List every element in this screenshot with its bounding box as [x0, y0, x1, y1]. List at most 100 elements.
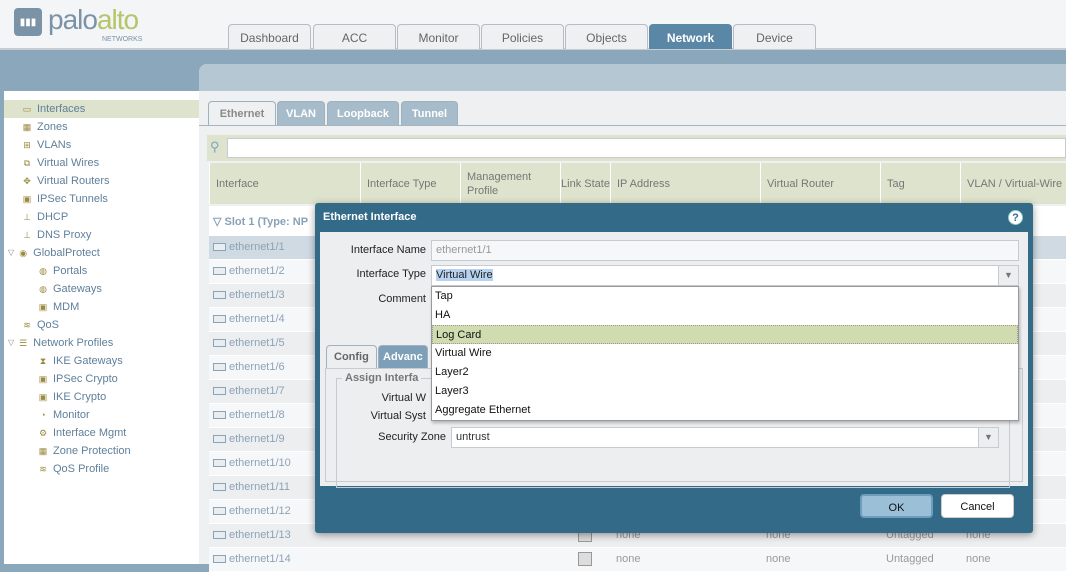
- interface-name[interactable]: ethernet1/5: [213, 337, 285, 349]
- cancel-button[interactable]: Cancel: [941, 494, 1014, 518]
- sidebar-item-ike-gateways[interactable]: ⧗ IKE Gateways: [4, 352, 123, 370]
- interface-name[interactable]: ethernet1/12: [213, 505, 291, 517]
- ethernet-port-icon: [213, 339, 226, 347]
- interface-name-text: ethernet1/11: [229, 481, 290, 493]
- interface-name[interactable]: ethernet1/10: [213, 457, 291, 469]
- ethernet-port-icon: [213, 291, 226, 299]
- interface-name[interactable]: ethernet1/9: [213, 433, 285, 445]
- column-header[interactable]: Link State: [560, 163, 610, 204]
- sidebar-item-virtual-routers[interactable]: ✥ Virtual Routers: [4, 172, 110, 190]
- sidebar-item-globalprotect[interactable]: ▽ ◉ GlobalProtect: [4, 244, 100, 262]
- dhcp-icon: ⊥: [23, 212, 31, 222]
- sidebar-item-zone-protection[interactable]: ▦ Zone Protection: [4, 442, 131, 460]
- sidebar-item-label: Zone Protection: [53, 445, 131, 457]
- subtab-vlan[interactable]: VLAN: [277, 101, 325, 126]
- table-header: Interface Interface Type Management Profil…: [209, 163, 1066, 204]
- dialog-title: Ethernet Interface: [323, 211, 417, 223]
- interface-name[interactable]: ethernet1/1: [213, 241, 285, 253]
- interface-mgmt-icon: ⚙: [38, 428, 48, 438]
- sidebar-item-ipsec-tunnels[interactable]: ▣ IPSec Tunnels: [4, 190, 108, 208]
- sidebar-item-virtual-wires[interactable]: ⧉ Virtual Wires: [4, 154, 99, 172]
- interface-name[interactable]: ethernet1/2: [213, 265, 285, 277]
- interface-name[interactable]: ethernet1/7: [213, 385, 285, 397]
- dropdown-option[interactable]: Log Card: [432, 325, 1018, 344]
- qos-icon: ≋: [23, 320, 31, 330]
- interfaces-icon: ▭: [22, 104, 32, 114]
- sidebar-item-interfaces[interactable]: ▭ Interfaces: [4, 100, 199, 118]
- sidebar-item-portals[interactable]: ◍ Portals: [4, 262, 87, 280]
- expand-triangle-icon[interactable]: ▽: [8, 338, 15, 347]
- sidebar-item-qos[interactable]: ≋ QoS: [4, 316, 59, 334]
- sidebar-item-interface-mgmt[interactable]: ⚙ Interface Mgmt: [4, 424, 126, 442]
- column-header[interactable]: Interface Type: [360, 163, 460, 204]
- interface-name[interactable]: ethernet1/6: [213, 361, 285, 373]
- interface-name-text: ethernet1/1: [229, 241, 285, 253]
- interface-name[interactable]: ethernet1/14: [213, 553, 291, 565]
- column-header[interactable]: IP Address: [610, 163, 760, 204]
- sidebar-item-qos-profile[interactable]: ≋ QoS Profile: [4, 460, 109, 478]
- tab-device[interactable]: Device: [733, 24, 816, 49]
- dropdown-option[interactable]: Aggregate Ethernet: [435, 404, 531, 416]
- sidebar-item-label: Virtual Routers: [37, 175, 110, 187]
- sidebar-item-label: IKE Crypto: [53, 391, 107, 403]
- ethernet-port-icon: [213, 411, 226, 419]
- dropdown-option[interactable]: Layer3: [435, 385, 469, 397]
- sidebar-item-monitor[interactable]: ◔ Monitor: [4, 406, 89, 424]
- dropdown-option[interactable]: Tap: [435, 290, 453, 302]
- sidebar-item-ike-crypto[interactable]: ▣ IKE Crypto: [4, 388, 106, 406]
- globalprotect-icon: ◉: [19, 248, 28, 258]
- sidebar-item-dhcp[interactable]: ⊥ DHCP: [4, 208, 68, 226]
- column-header[interactable]: Tag: [880, 163, 960, 204]
- sidebar-item-vlans[interactable]: ⊞ VLANs: [4, 136, 71, 154]
- search-input[interactable]: [227, 138, 1066, 158]
- sidebar-item-gateways[interactable]: ◍ Gateways: [4, 280, 102, 298]
- interface-name-label: Interface Name: [350, 244, 426, 256]
- tab-monitor[interactable]: Monitor: [397, 24, 480, 49]
- column-header[interactable]: Virtual Router: [760, 163, 880, 204]
- interface-name-text: ethernet1/8: [229, 409, 285, 421]
- column-header[interactable]: Management Profile: [460, 163, 560, 204]
- tab-objects[interactable]: Objects: [565, 24, 648, 49]
- tab-config[interactable]: Config: [326, 345, 377, 369]
- tab-advanced[interactable]: Advanc: [378, 345, 428, 369]
- interface-name[interactable]: ethernet1/3: [213, 289, 285, 301]
- interface-type-label: Interface Type: [356, 268, 426, 280]
- security-zone-select[interactable]: untrust ▼: [451, 427, 999, 448]
- interface-name[interactable]: ethernet1/4: [213, 313, 285, 325]
- subtab-ethernet[interactable]: Ethernet: [208, 101, 276, 126]
- column-header[interactable]: Interface: [209, 163, 360, 204]
- interface-name[interactable]: ethernet1/8: [213, 409, 285, 421]
- sidebar-item-network-profiles[interactable]: ▽ ☰ Network Profiles: [4, 334, 113, 352]
- dropdown-option[interactable]: Virtual Wire: [435, 347, 492, 359]
- column-header[interactable]: VLAN / Virtual-Wire: [960, 163, 1066, 204]
- tab-network[interactable]: Network: [649, 24, 732, 49]
- ok-button[interactable]: OK: [860, 494, 933, 518]
- dropdown-option[interactable]: Layer2: [435, 366, 469, 378]
- sidebar-item-label: Gateways: [53, 283, 102, 295]
- sidebar-item-zones[interactable]: ▦ Zones: [4, 118, 68, 136]
- sidebar-item-ipsec-crypto[interactable]: ▣ IPSec Crypto: [4, 370, 118, 388]
- subtab-loopback[interactable]: Loopback: [327, 101, 399, 126]
- table-row[interactable]: ethernet1/14 none none Untagged none: [209, 548, 1066, 572]
- expand-triangle-icon[interactable]: ▽: [8, 248, 15, 257]
- tab-dashboard[interactable]: Dashboard: [228, 24, 311, 49]
- interface-name-field[interactable]: ethernet1/1: [431, 240, 1019, 261]
- sidebar-item-label: Interface Mgmt: [53, 427, 127, 439]
- ethernet-port-icon: [213, 483, 226, 491]
- subtab-tunnel[interactable]: Tunnel: [401, 101, 458, 126]
- interface-name[interactable]: ethernet1/11: [213, 481, 290, 493]
- interface-name[interactable]: ethernet1/13: [213, 529, 291, 541]
- sidebar-item-mdm[interactable]: ▣ MDM: [4, 298, 80, 316]
- assign-interface-legend: Assign Interfa: [342, 372, 422, 384]
- tab-policies[interactable]: Policies: [481, 24, 564, 49]
- sidebar-item-dns-proxy[interactable]: ⊥ DNS Proxy: [4, 226, 91, 244]
- tab-acc[interactable]: ACC: [313, 24, 396, 49]
- dropdown-option[interactable]: HA: [435, 309, 451, 321]
- comment-label: Comment: [378, 293, 426, 305]
- help-icon[interactable]: ?: [1008, 210, 1023, 225]
- interface-name-text: ethernet1/10: [229, 457, 291, 469]
- chevron-down-icon[interactable]: ▼: [978, 428, 998, 447]
- chevron-down-icon[interactable]: ▼: [998, 266, 1018, 285]
- interface-type-select[interactable]: Virtual Wire ▼: [431, 265, 1019, 286]
- cell-vlan: none: [966, 553, 991, 565]
